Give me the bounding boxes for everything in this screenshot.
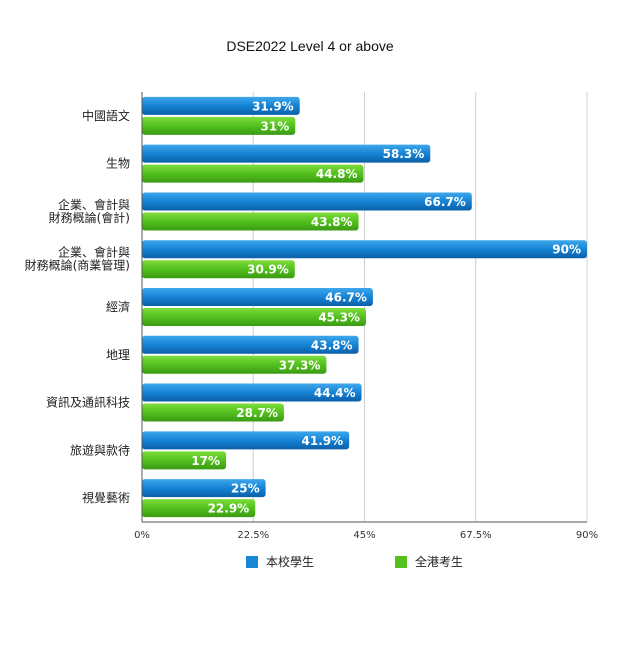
bar-hk [142,499,256,518]
data-label: 46.7% [325,291,367,305]
bar-hk [142,451,227,470]
data-label: 90% [552,243,581,257]
x-tick-label: 45% [353,530,375,541]
x-tick-label: 22.5% [237,530,269,541]
bar-school [142,96,300,115]
bar-school [142,383,362,402]
data-label: 31.9% [252,99,294,113]
bar-school [142,479,266,498]
data-label: 17% [191,454,220,468]
bar-hk [142,116,296,135]
category-label: 地理 [106,348,130,362]
data-label: 25% [231,482,260,496]
data-label: 45.3% [318,311,360,325]
data-label: 43.8% [311,215,353,229]
category-label: 企業、會計與 [58,245,130,260]
legend-label-hk: 全港考生 [415,555,464,569]
legend-swatch-hk [395,555,407,568]
legend-label-school: 本校學生 [266,555,315,569]
category-label: 企業、會計與 [58,197,130,212]
bar-hk [142,164,364,183]
bar-school [142,288,373,306]
legend-item-school: 本校學生 [246,553,314,570]
category-label: 財務概論(會計) [49,210,130,225]
data-label: 58.3% [383,147,425,161]
bar-hk [142,212,359,231]
legend-item-hk: 全港考生 [395,553,463,570]
bar-hk [142,403,284,422]
bar-school [142,335,359,354]
bar-school [142,240,587,259]
bar-school [142,431,350,450]
category-label: 中國語文 [82,108,130,123]
data-label: 28.7% [236,406,278,420]
legend-swatch-school [246,555,258,568]
category-label: 資訊及通訊科技 [46,395,130,410]
category-label: 財務概論(商業管理) [25,258,130,273]
category-label: 經濟 [106,299,130,314]
x-tick-label: 0% [134,530,150,541]
bar-hk [142,260,295,279]
category-label: 生物 [106,157,130,171]
bar-hk [142,308,366,326]
data-label: 22.9% [208,502,250,516]
data-label: 30.9% [247,263,289,277]
category-label: 視覺藝術 [82,490,130,505]
category-label: 旅遊與款待 [70,442,130,457]
bar-school [142,192,472,211]
bar-hk [142,355,327,374]
data-label: 43.8% [311,338,353,352]
data-label: 44.8% [316,167,358,181]
data-label: 44.4% [314,386,356,400]
bar-school [142,144,431,163]
data-label: 37.3% [279,358,321,372]
data-label: 41.9% [302,434,344,448]
data-label: 66.7% [424,195,466,209]
x-tick-label: 90% [576,530,598,541]
data-label: 31% [261,119,290,133]
x-tick-label: 67.5% [460,530,492,541]
chart-title: DSE2022 Level 4 or above [226,38,394,54]
